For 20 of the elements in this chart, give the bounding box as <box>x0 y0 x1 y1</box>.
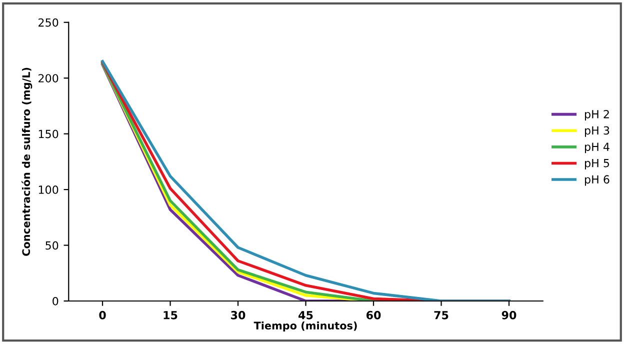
x-axis-title: Tiempo (minutos) <box>254 321 357 332</box>
y-tick-label: 150 <box>38 130 58 138</box>
legend-label: pH 3 <box>585 126 610 137</box>
legend-label: pH 4 <box>585 142 610 154</box>
y-tick-label: 100 <box>38 186 58 194</box>
x-tick-label: 15 <box>164 311 178 320</box>
y-tick-label: 200 <box>38 74 58 82</box>
legend-label: pH 5 <box>585 159 610 170</box>
x-tick-label: 75 <box>434 311 448 320</box>
x-tick-label: 45 <box>298 311 313 320</box>
legend-label: pH 2 <box>585 110 609 121</box>
y-tick-label: 250 <box>38 18 58 27</box>
y-axis-title: Concentración de sulfuro (mg/L) <box>22 68 32 256</box>
y-tick-label: 50 <box>46 241 58 250</box>
y-tick-label: 0 <box>52 296 58 306</box>
legend-label: pH 6 <box>585 175 610 186</box>
x-tick-label: 60 <box>366 310 381 320</box>
x-tick-label: 30 <box>231 310 246 320</box>
x-tick-label: 0 <box>99 310 106 320</box>
x-tick-label: 90 <box>502 310 516 320</box>
